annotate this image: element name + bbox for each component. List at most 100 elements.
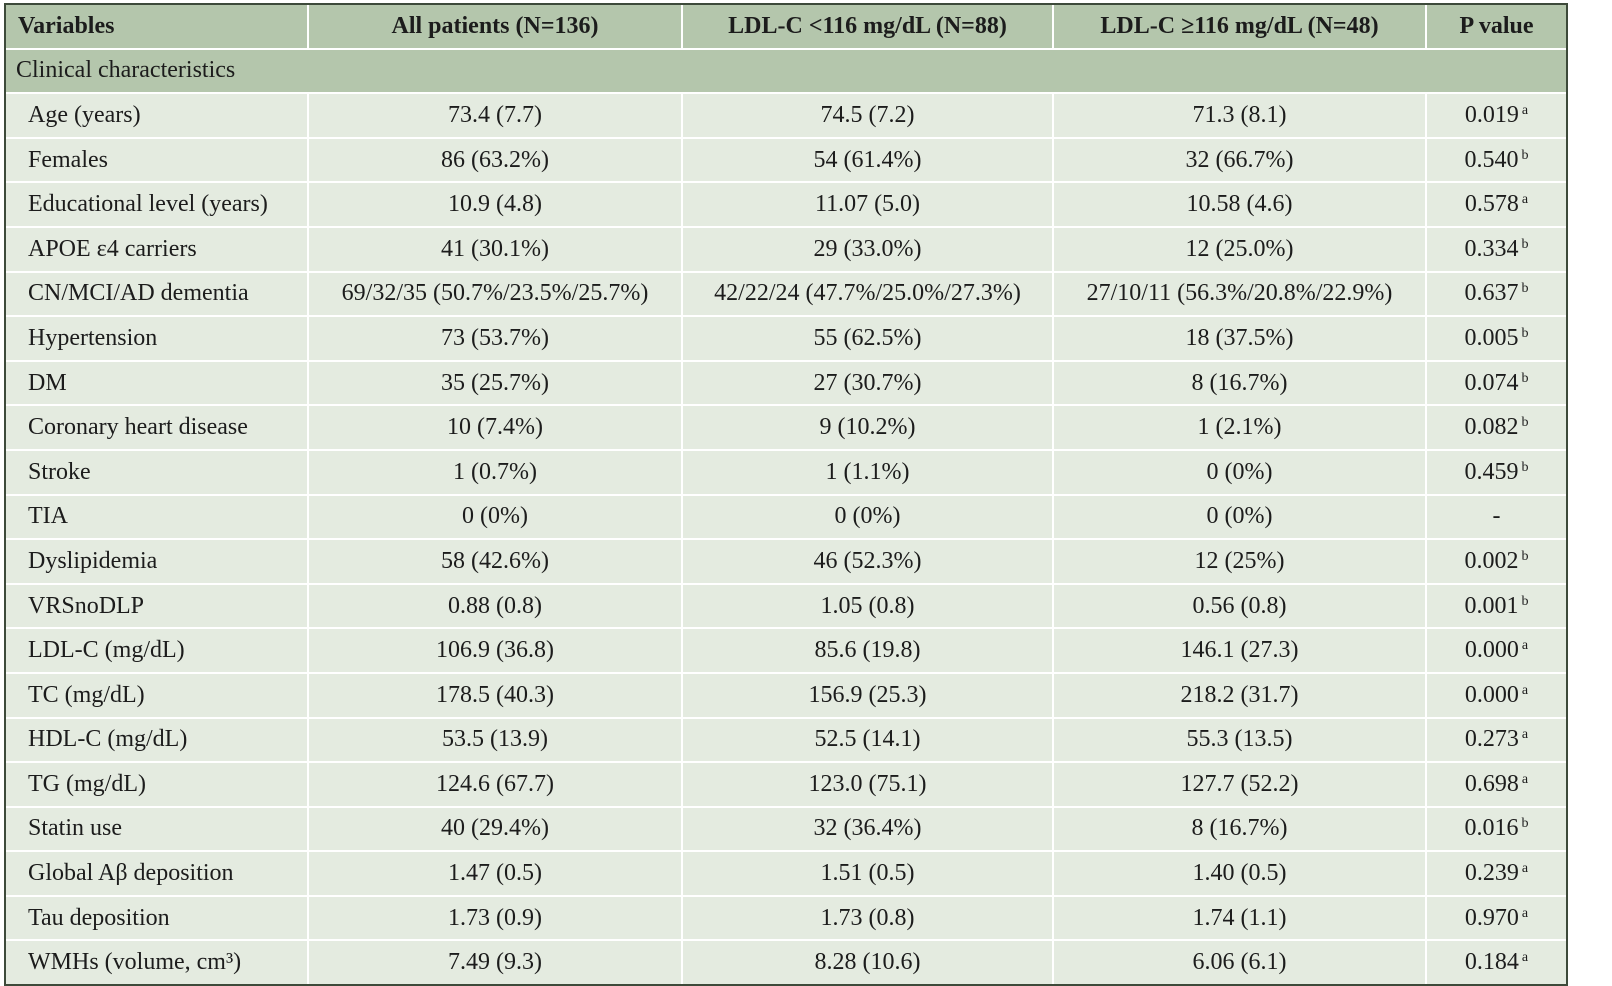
footnote-marker: b	[1521, 816, 1529, 832]
cell-p-value: 0.082 b	[1426, 405, 1566, 451]
cell-variable: VRSnoDLP	[6, 583, 309, 630]
cell-p-value: 0.016 b	[1426, 806, 1566, 853]
cell-p-value: 0.970 a	[1426, 895, 1566, 942]
footnote-marker: b	[1521, 415, 1529, 431]
table-row: Dyslipidemia 58 (42.6%) 46 (52.3%) 12 (25%)…	[6, 539, 1566, 585]
footnote-marker: b	[1521, 236, 1529, 252]
footnote-marker: a	[1521, 727, 1529, 743]
cell-ldl-high: 1 (2.1%)	[1053, 405, 1427, 451]
cell-all-patients: 106.9 (36.8)	[308, 628, 683, 674]
table-row: Stroke 1 (0.7%) 1 (1.1%) 0 (0%) 0.459 b	[6, 449, 1566, 496]
header-all-patients: All patients (N=136)	[308, 5, 683, 50]
cell-p-value: 0.001 b	[1426, 583, 1566, 630]
cell-p-value: 0.637 b	[1426, 271, 1566, 318]
cell-ldl-high: 146.1 (27.3)	[1053, 628, 1427, 674]
table-row: Tau deposition 1.73 (0.9) 1.73 (0.8) 1.74 (…	[6, 895, 1566, 942]
p-value-text: 0.334	[1464, 235, 1519, 262]
cell-all-patients: 10.9 (4.8)	[308, 182, 683, 228]
cell-all-patients: 0.88 (0.8)	[308, 583, 683, 630]
cell-ldl-high: 218.2 (31.7)	[1053, 672, 1427, 719]
cell-ldl-high: 55.3 (13.5)	[1053, 717, 1427, 764]
footnote-marker: b	[1521, 593, 1529, 609]
footnote-marker: a	[1521, 905, 1529, 921]
characteristics-table: Variables All patients (N=136) LDL-C <11…	[6, 5, 1566, 985]
cell-ldl-high: 1.74 (1.1)	[1053, 895, 1427, 942]
cell-ldl-low: 11.07 (5.0)	[682, 182, 1054, 228]
cell-all-patients: 58 (42.6%)	[308, 539, 683, 585]
table-row: Global Aβ deposition 1.47 (0.5) 1.51 (0.5)…	[6, 851, 1566, 897]
cell-variable: TG (mg/dL)	[6, 762, 309, 808]
cell-p-value: 0.000 a	[1426, 628, 1566, 674]
p-value-text: 0.540	[1464, 146, 1519, 173]
cell-all-patients: 178.5 (40.3)	[308, 672, 683, 719]
footnote-marker: b	[1521, 147, 1529, 163]
cell-p-value: 0.540 b	[1426, 137, 1566, 184]
p-value-text: 0.578	[1464, 191, 1519, 218]
cell-variable: CN/MCI/AD dementia	[6, 271, 309, 318]
p-value-text: 0.000	[1464, 637, 1519, 664]
footnote-marker: b	[1521, 281, 1529, 297]
cell-ldl-low: 52.5 (14.1)	[682, 717, 1054, 764]
cell-ldl-low: 0 (0%)	[682, 494, 1054, 541]
header-p-value: P value	[1426, 5, 1566, 50]
cell-variable: Stroke	[6, 449, 309, 496]
section-label: Clinical characteristics	[6, 48, 1566, 95]
cell-all-patients: 69/32/35 (50.7%/23.5%/25.7%)	[308, 271, 683, 318]
cell-all-patients: 10 (7.4%)	[308, 405, 683, 451]
cell-ldl-low: 27 (30.7%)	[682, 360, 1054, 407]
cell-ldl-low: 123.0 (75.1)	[682, 762, 1054, 808]
table-row: Age (years) 73.4 (7.7) 74.5 (7.2) 71.3 (8.1…	[6, 93, 1566, 139]
footnote-marker: a	[1521, 638, 1529, 654]
header-ldl-low: LDL-C <116 mg/dL (N=88)	[682, 5, 1054, 50]
cell-variable: Educational level (years)	[6, 182, 309, 228]
cell-ldl-high: 18 (37.5%)	[1053, 316, 1427, 362]
cell-all-patients: 7.49 (9.3)	[308, 940, 683, 985]
cell-ldl-high: 0 (0%)	[1053, 449, 1427, 496]
cell-ldl-high: 1.40 (0.5)	[1053, 851, 1427, 897]
cell-variable: Age (years)	[6, 93, 309, 139]
cell-variable: HDL-C (mg/dL)	[6, 717, 309, 764]
cell-ldl-high: 32 (66.7%)	[1053, 137, 1427, 184]
header-row: Variables All patients (N=136) LDL-C <11…	[6, 5, 1566, 50]
cell-all-patients: 1 (0.7%)	[308, 449, 683, 496]
cell-ldl-low: 1.05 (0.8)	[682, 583, 1054, 630]
table-row: Educational level (years) 10.9 (4.8) 11.07…	[6, 182, 1566, 228]
cell-p-value: 0.074 b	[1426, 360, 1566, 407]
cell-all-patients: 40 (29.4%)	[308, 806, 683, 853]
cell-variable: Tau deposition	[6, 895, 309, 942]
cell-ldl-low: 85.6 (19.8)	[682, 628, 1054, 674]
footnote-marker: a	[1521, 861, 1529, 877]
cell-all-patients: 124.6 (67.7)	[308, 762, 683, 808]
cell-variable: Global Aβ deposition	[6, 851, 309, 897]
p-value-text: 0.082	[1464, 414, 1519, 441]
p-value-text: 0.698	[1464, 770, 1519, 797]
cell-ldl-low: 74.5 (7.2)	[682, 93, 1054, 139]
table-row: Hypertension 73 (53.7%) 55 (62.5%) 18 (37.5…	[6, 316, 1566, 362]
cell-variable: LDL-C (mg/dL)	[6, 628, 309, 674]
cell-variable: Hypertension	[6, 316, 309, 362]
table-row: TG (mg/dL) 124.6 (67.7) 123.0 (75.1) 127.7 …	[6, 762, 1566, 808]
table-row: WMHs (volume, cm³) 7.49 (9.3) 8.28 (10.6) 6…	[6, 940, 1566, 985]
cell-variable: TIA	[6, 494, 309, 541]
table-row: CN/MCI/AD dementia 69/32/35 (50.7%/23.5%/…	[6, 271, 1566, 318]
cell-variable: TC (mg/dL)	[6, 672, 309, 719]
cell-ldl-low: 1 (1.1%)	[682, 449, 1054, 496]
table-row: Females 86 (63.2%) 54 (61.4%) 32 (66.7%) 0.5…	[6, 137, 1566, 184]
p-value-text: 0.074	[1464, 369, 1519, 396]
cell-ldl-high: 6.06 (6.1)	[1053, 940, 1427, 985]
cell-ldl-high: 27/10/11 (56.3%/20.8%/22.9%)	[1053, 271, 1427, 318]
cell-p-value: 0.698 a	[1426, 762, 1566, 808]
cell-all-patients: 73 (53.7%)	[308, 316, 683, 362]
cell-all-patients: 86 (63.2%)	[308, 137, 683, 184]
cell-p-value: 0.000 a	[1426, 672, 1566, 719]
p-value-text: 0.002	[1464, 547, 1519, 574]
cell-all-patients: 1.47 (0.5)	[308, 851, 683, 897]
cell-variable: Statin use	[6, 806, 309, 853]
cell-all-patients: 73.4 (7.7)	[308, 93, 683, 139]
cell-ldl-low: 156.9 (25.3)	[682, 672, 1054, 719]
header-ldl-high: LDL-C ≥116 mg/dL (N=48)	[1053, 5, 1427, 50]
cell-variable: DM	[6, 360, 309, 407]
cell-variable: Coronary heart disease	[6, 405, 309, 451]
cell-ldl-high: 12 (25%)	[1053, 539, 1427, 585]
cell-ldl-high: 71.3 (8.1)	[1053, 93, 1427, 139]
